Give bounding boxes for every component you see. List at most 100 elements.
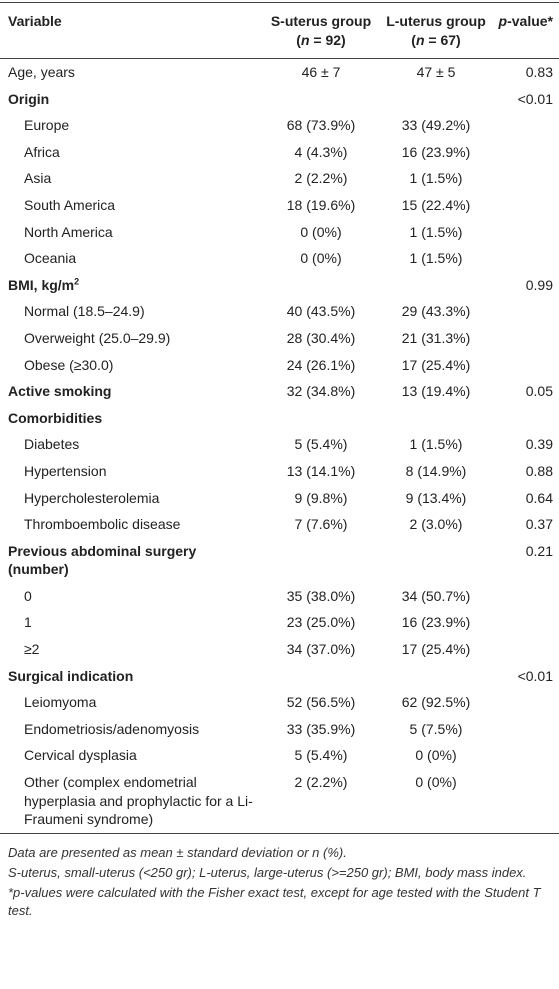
value-cell xyxy=(380,663,492,690)
value-cell: 0.39 xyxy=(525,436,553,453)
row-label: Active smoking xyxy=(8,383,112,400)
value-cell xyxy=(492,405,559,432)
value-cell: 24 (26.1%) xyxy=(286,356,356,373)
text-segment: BMI, kg/m xyxy=(8,276,75,293)
value-cell: 4 (4.3%) xyxy=(294,143,348,160)
table-row: Cervical dysplasia 5 (5.4%) 0 (0%) xyxy=(0,742,559,769)
value-cell xyxy=(262,538,380,583)
value-cell xyxy=(492,769,559,833)
row-label: BMI, kg/m2 xyxy=(0,272,262,299)
value-cell: 9 (13.4%) xyxy=(405,489,467,506)
value-cell: 33 (35.9%) xyxy=(286,720,356,737)
table-row: Europe 68 (73.9%) 33 (49.2%) xyxy=(0,112,559,139)
value-cell: 15 (22.4%) xyxy=(401,196,471,213)
value-cell xyxy=(492,219,559,246)
table-row: Origin <0.01 xyxy=(0,86,559,113)
text-segment: ( xyxy=(411,32,416,48)
value-cell: 8 (14.9%) xyxy=(405,462,467,479)
value-cell: 34 (50.7%) xyxy=(401,587,471,604)
row-label: 1 xyxy=(24,614,32,631)
text-segment: n xyxy=(300,32,310,48)
value-cell xyxy=(492,689,559,716)
table-row: Comorbidities xyxy=(0,405,559,432)
value-cell: 62 (92.5%) xyxy=(401,694,471,711)
row-label: Leiomyoma xyxy=(24,694,97,711)
footnote: Data are presented as mean ± standard de… xyxy=(8,844,347,860)
value-cell xyxy=(380,538,492,583)
value-cell: 0 (0%) xyxy=(300,223,342,240)
value-cell: <0.01 xyxy=(517,90,553,107)
row-label: Diabetes xyxy=(24,436,80,453)
table-row: Previous abdominal surgery (number) 0.21 xyxy=(0,538,559,583)
value-cell xyxy=(492,636,559,663)
value-cell: 0.99 xyxy=(525,276,553,293)
value-cell: 46 ± 7 xyxy=(301,64,341,80)
value-cell: 0.21 xyxy=(525,542,553,559)
table-row: Surgical indication <0.01 xyxy=(0,663,559,690)
row-label: North America xyxy=(24,223,113,240)
text-segment: = 92) xyxy=(309,32,346,48)
row-label: Overweight (25.0–29.9) xyxy=(24,329,171,346)
text-segment: p xyxy=(498,13,508,29)
row-label: ≥2 xyxy=(24,641,40,658)
value-cell: 17 (25.4%) xyxy=(401,356,471,373)
row-label: Endometriosis/adenomyosis xyxy=(24,720,200,737)
value-cell: 0 (0%) xyxy=(415,774,457,791)
footnotes: Data are presented as mean ± standard de… xyxy=(0,834,559,920)
header-cell: p-value* xyxy=(492,2,559,59)
table-row: Thromboembolic disease 7 (7.6%) 2 (3.0%) 0.… xyxy=(0,511,559,538)
row-label: Cervical dysplasia xyxy=(24,747,137,764)
table-row: North America 0 (0%) 1 (1.5%) xyxy=(0,219,559,246)
text-segment: 2 xyxy=(74,276,80,287)
value-cell: 35 (38.0%) xyxy=(286,587,356,604)
row-label: Previous abdominal surgery (number) xyxy=(8,542,197,578)
value-cell xyxy=(492,245,559,272)
row-label: Europe xyxy=(24,117,70,134)
value-cell: 52 (56.5%) xyxy=(286,694,356,711)
table-row: Hypercholesterolemia 9 (9.8%) 9 (13.4%) 0.6… xyxy=(0,485,559,512)
value-cell: 0.05 xyxy=(525,383,553,400)
footnote: S-uterus, small-uterus (<250 gr); L-uter… xyxy=(8,864,527,880)
table-row: Asia 2 (2.2%) 1 (1.5%) xyxy=(0,165,559,192)
value-cell: 9 (9.8%) xyxy=(294,489,348,506)
value-cell: 13 (19.4%) xyxy=(401,383,471,400)
value-cell xyxy=(380,272,492,299)
value-cell xyxy=(492,192,559,219)
row-label: 0 xyxy=(24,587,32,604)
value-cell xyxy=(492,352,559,379)
table-row: Normal (18.5–24.9) 40 (43.5%) 29 (43.3%) xyxy=(0,298,559,325)
value-cell: 16 (23.9%) xyxy=(401,614,471,631)
value-cell xyxy=(492,325,559,352)
header-cell: Variable xyxy=(0,2,262,59)
table-row: Other (complex endometrial hyperplasia a… xyxy=(0,769,559,833)
row-label: Asia xyxy=(24,170,52,187)
value-cell: 1 (1.5%) xyxy=(409,170,463,187)
value-cell xyxy=(492,609,559,636)
row-label: Comorbidities xyxy=(8,409,103,426)
table-row: South America 18 (19.6%) 15 (22.4%) xyxy=(0,192,559,219)
row-label: Surgical indication xyxy=(8,667,134,684)
row-label: Other (complex endometrial hyperplasia a… xyxy=(24,774,253,828)
row-label: Thromboembolic disease xyxy=(24,516,181,533)
table-row: Age, years 46 ± 7 47 ± 5 0.83 xyxy=(0,59,559,86)
value-cell: 21 (31.3%) xyxy=(401,329,471,346)
value-cell: 0.37 xyxy=(525,516,553,533)
value-cell: 16 (23.9%) xyxy=(401,143,471,160)
table-row: Oceania 0 (0%) 1 (1.5%) xyxy=(0,245,559,272)
row-label: Africa xyxy=(24,143,60,160)
row-label: Hypertension xyxy=(24,462,107,479)
value-cell: 0 (0%) xyxy=(415,747,457,764)
value-cell: 47 ± 5 xyxy=(416,64,456,80)
header-cell: L-uterus group (n = 67) xyxy=(380,2,492,59)
table-row: Leiomyoma 52 (56.5%) 62 (92.5%) xyxy=(0,689,559,716)
value-cell xyxy=(492,165,559,192)
header-cell: S-uterus group (n = 92) xyxy=(262,2,380,59)
value-cell xyxy=(262,405,380,432)
text-segment: = 67) xyxy=(424,32,461,48)
value-cell xyxy=(262,663,380,690)
value-cell: 1 (1.5%) xyxy=(409,436,463,453)
value-cell: 2 (2.2%) xyxy=(294,774,348,791)
table-row: BMI, kg/m2 0.99 xyxy=(0,272,559,299)
text-segment: -value* xyxy=(507,13,553,29)
text-segment: S-uterus group xyxy=(270,13,372,29)
